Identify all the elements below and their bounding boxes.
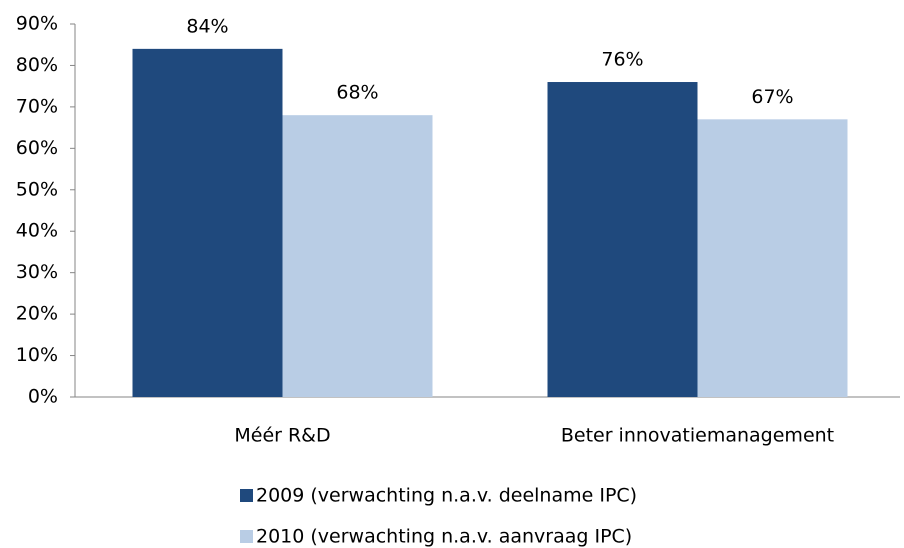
y-tick-label: 20% [16, 303, 58, 325]
y-tick-label: 60% [16, 137, 58, 159]
y-tick-label: 90% [16, 13, 58, 35]
legend-swatch [240, 489, 253, 502]
legend-label: 2010 (verwachting n.a.v. aanvraag IPC) [256, 526, 632, 548]
x-tick-label: Méér R&D [234, 425, 330, 447]
bar [697, 119, 848, 398]
value-label: 84% [186, 15, 228, 37]
value-label: 76% [601, 49, 643, 71]
y-tick-label: 70% [16, 95, 58, 117]
y-tick-label: 50% [16, 178, 58, 200]
y-tick-label: 30% [16, 261, 58, 283]
legend-label: 2009 (verwachting n.a.v. deelname IPC) [256, 485, 637, 507]
x-tick-label: Beter innovatiemanagement [561, 425, 834, 447]
y-tick-label: 40% [16, 220, 58, 242]
legend-swatch [240, 530, 253, 543]
bar [547, 82, 698, 398]
y-tick-label: 10% [16, 344, 58, 366]
y-tick-label: 80% [16, 54, 58, 76]
bar [132, 48, 283, 397]
bar [282, 115, 433, 397]
y-tick-label: 0% [28, 386, 58, 408]
value-label: 68% [336, 82, 378, 104]
value-label: 67% [751, 86, 793, 108]
